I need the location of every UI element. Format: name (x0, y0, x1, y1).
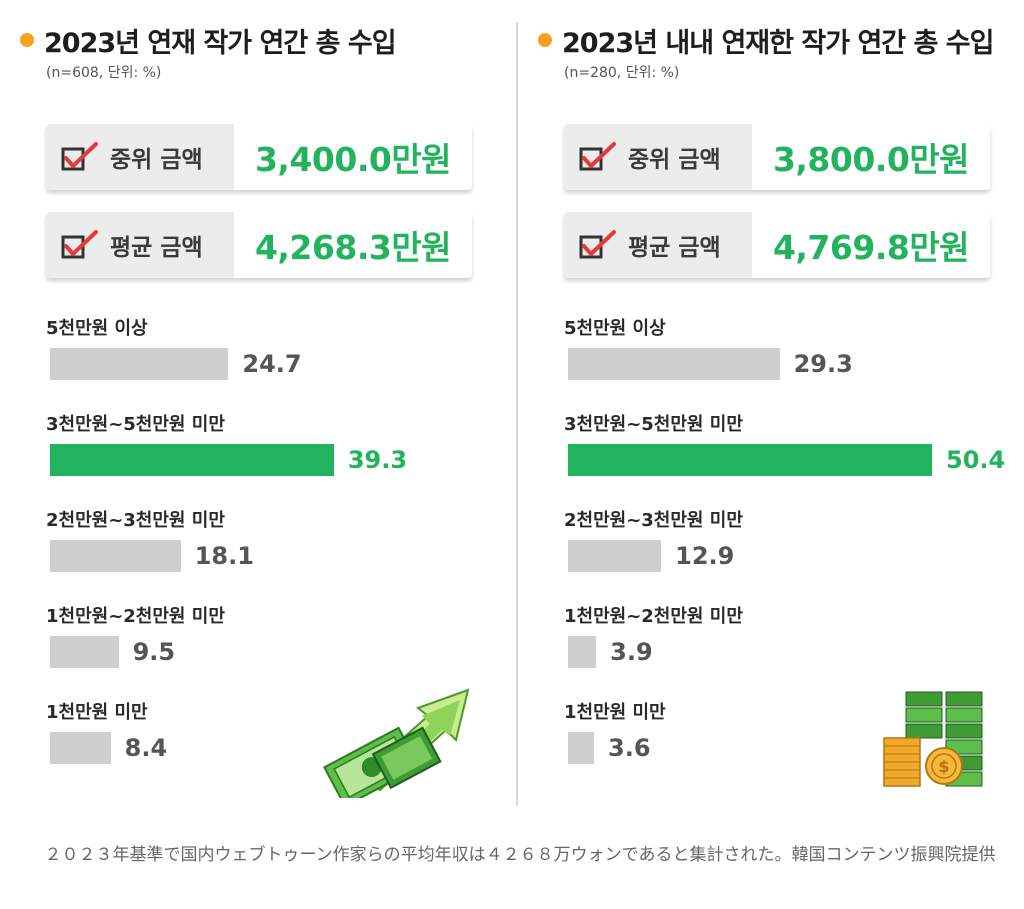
bar (50, 348, 229, 380)
checkbox-check-icon (579, 142, 616, 171)
bar (50, 444, 334, 476)
chart-panel-left: 2023년 연재 작가 연간 총 수입 (n=608, 단위: %) 중위 금액… (0, 0, 500, 820)
bar (568, 732, 594, 764)
bar-value-label: 3.9 (610, 638, 653, 666)
mean-label-box: 평균 금액 (46, 212, 234, 278)
category-label: 3천만원~5천만원 미만 (564, 414, 743, 435)
photo-caption: ２０２３年基準で国内ウェブトゥーン作家らの平均年収は４２６８万ウォンであると集計… (44, 845, 996, 865)
median-card: 중위 금액 3,800.0만원 (564, 124, 990, 190)
category-label: 1천만원 미만 (46, 702, 148, 723)
mean-card: 평균 금액 4,268.3만원 (46, 212, 472, 278)
money-arrow-icon (322, 688, 470, 798)
median-label-box: 중위 금액 (564, 124, 752, 190)
bar-value-label: 50.4 (946, 446, 1006, 474)
bar-value-label: 29.3 (793, 350, 853, 378)
mean-label: 평균 금액 (110, 235, 203, 261)
chart-title: 2023년 연재 작가 연간 총 수입 (44, 27, 397, 59)
mean-value: 4,769.8만원 (772, 228, 970, 267)
mean-label: 평균 금액 (628, 235, 721, 261)
median-label: 중위 금액 (628, 147, 721, 173)
bar-value-label: 12.9 (675, 542, 735, 570)
median-value: 3,400.0만원 (254, 140, 452, 179)
bar (568, 444, 932, 476)
category-label: 3천만원~5천만원 미만 (46, 414, 225, 435)
category-label: 1천만원~2천만원 미만 (564, 606, 743, 627)
mean-label-box: 평균 금액 (564, 212, 752, 278)
chart-title-row: 2023년 내내 연재한 작가 연간 총 수입 (538, 20, 994, 60)
bar (568, 348, 780, 380)
category-label: 1천만원~2천만원 미만 (46, 606, 225, 627)
money-stack-coins-icon: $ (883, 691, 983, 787)
median-value: 3,800.0만원 (772, 140, 970, 179)
chart-subtitle: (n=608, 단위: %) (46, 65, 162, 81)
bar-value-label: 9.5 (132, 638, 176, 666)
bar-value-label: 8.4 (124, 734, 168, 762)
orange-dot-icon (20, 33, 34, 47)
chart-subtitle: (n=280, 단위: %) (564, 65, 680, 81)
bar (50, 732, 111, 764)
category-label: 1천만원 미만 (564, 702, 666, 723)
median-label-box: 중위 금액 (46, 124, 234, 190)
svg-text:$: $ (938, 757, 949, 776)
bar-value-label: 3.6 (608, 734, 651, 762)
category-label: 2천만원~3천만원 미만 (46, 510, 225, 531)
median-card: 중위 금액 3,400.0만원 (46, 124, 472, 190)
category-label: 5천만원 이상 (46, 318, 148, 339)
bar (568, 540, 662, 572)
panel-divider (516, 22, 518, 806)
checkbox-check-icon (579, 230, 616, 259)
chart-title: 2023년 내내 연재한 작가 연간 총 수입 (562, 27, 994, 59)
median-value-box: 3,800.0만원 (752, 124, 990, 190)
category-label: 5천만원 이상 (564, 318, 666, 339)
median-label: 중위 금액 (110, 147, 203, 173)
orange-dot-icon (538, 33, 552, 47)
category-label: 2천만원~3천만원 미만 (564, 510, 743, 531)
mean-card: 평균 금액 4,769.8만원 (564, 212, 990, 278)
checkbox-check-icon (61, 230, 98, 259)
mean-value-box: 4,268.3만원 (234, 212, 472, 278)
median-value-box: 3,400.0만원 (234, 124, 472, 190)
checkbox-check-icon (61, 142, 98, 171)
chart-panel-right: 2023년 내내 연재한 작가 연간 총 수입 (n=280, 단위: %) 중… (518, 0, 1018, 820)
mean-value-box: 4,769.8만원 (752, 212, 990, 278)
bar (50, 540, 181, 572)
chart-title-row: 2023년 연재 작가 연간 총 수입 (20, 20, 397, 60)
mean-value: 4,268.3만원 (254, 228, 452, 267)
bar-value-label: 18.1 (194, 542, 254, 570)
bar (50, 636, 119, 668)
bar-value-label: 24.7 (242, 350, 302, 378)
bar (568, 636, 597, 668)
bar-value-label: 39.3 (347, 446, 408, 474)
